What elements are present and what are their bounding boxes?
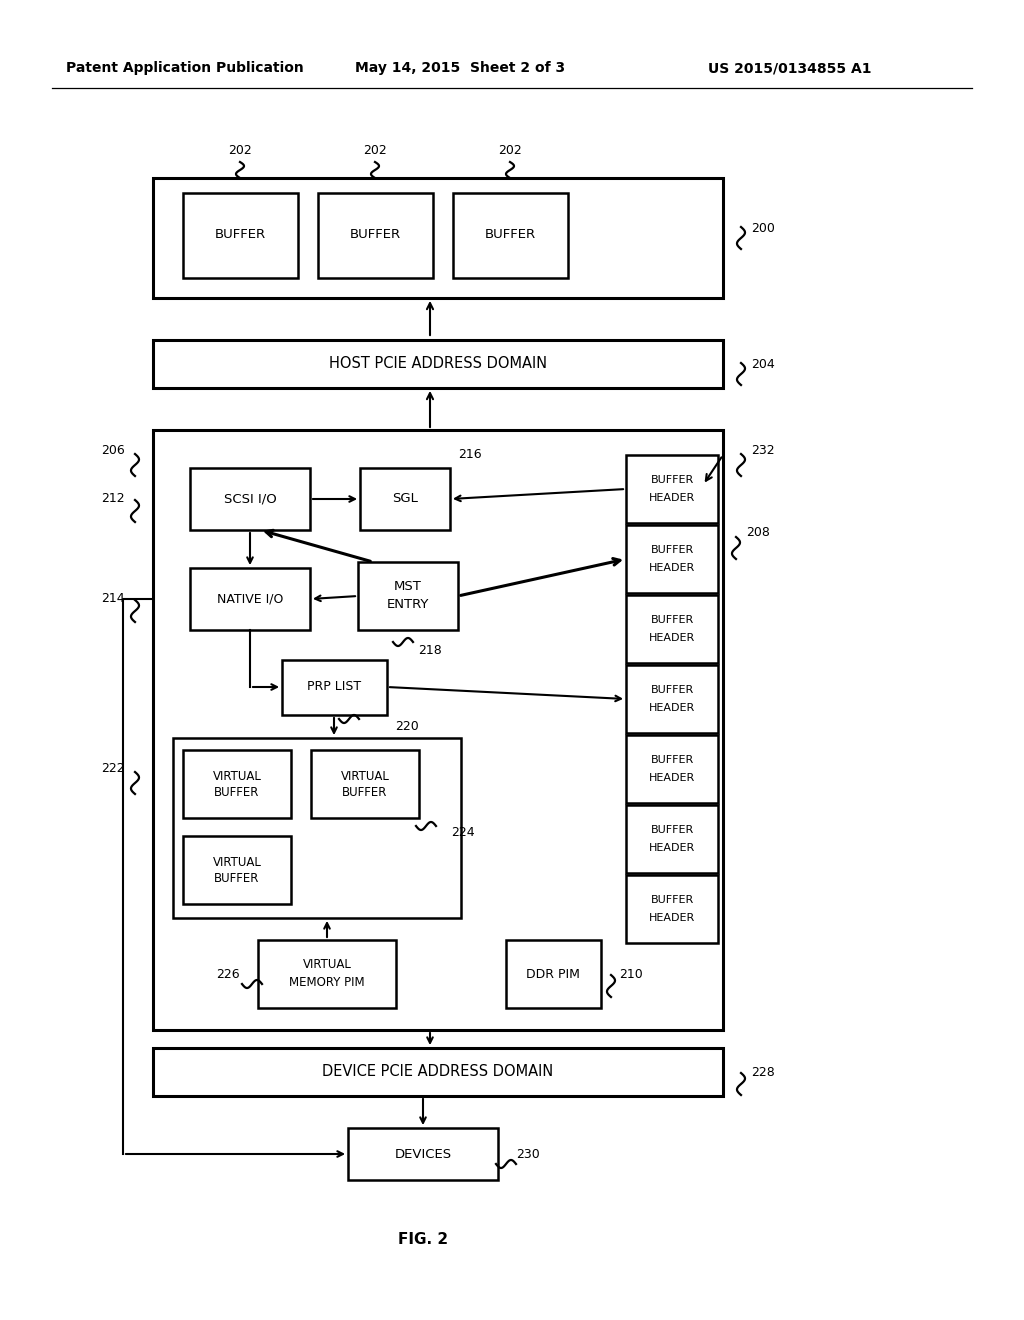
Bar bbox=[258, 940, 396, 1008]
Text: BUFFER: BUFFER bbox=[214, 228, 265, 242]
Bar bbox=[153, 1048, 723, 1096]
Text: BUFFER: BUFFER bbox=[650, 895, 693, 906]
Bar bbox=[190, 568, 310, 630]
Bar bbox=[153, 178, 723, 298]
Text: BUFFER: BUFFER bbox=[650, 755, 693, 766]
Text: HEADER: HEADER bbox=[649, 774, 695, 783]
Text: BUFFER: BUFFER bbox=[650, 685, 693, 696]
Text: May 14, 2015  Sheet 2 of 3: May 14, 2015 Sheet 2 of 3 bbox=[355, 61, 565, 75]
Bar bbox=[626, 455, 718, 523]
Text: DDR PIM: DDR PIM bbox=[526, 968, 580, 981]
Text: 226: 226 bbox=[216, 968, 240, 981]
Text: SGL: SGL bbox=[392, 492, 418, 506]
Text: NATIVE I/O: NATIVE I/O bbox=[217, 593, 284, 606]
Text: VIRTUAL: VIRTUAL bbox=[341, 770, 389, 783]
Bar bbox=[311, 750, 419, 818]
Text: SCSI I/O: SCSI I/O bbox=[223, 492, 276, 506]
Text: ENTRY: ENTRY bbox=[387, 598, 429, 611]
Text: 208: 208 bbox=[746, 527, 770, 540]
Text: BUFFER: BUFFER bbox=[650, 545, 693, 554]
Bar bbox=[626, 805, 718, 873]
Bar bbox=[453, 193, 568, 279]
Text: HEADER: HEADER bbox=[649, 634, 695, 643]
Text: 212: 212 bbox=[101, 492, 125, 506]
Bar bbox=[348, 1129, 498, 1180]
Bar bbox=[626, 875, 718, 942]
Text: PRP LIST: PRP LIST bbox=[307, 681, 361, 693]
Text: 206: 206 bbox=[101, 444, 125, 457]
Text: 218: 218 bbox=[418, 644, 441, 656]
Bar bbox=[183, 836, 291, 904]
Text: HEADER: HEADER bbox=[649, 492, 695, 503]
Text: FIG. 2: FIG. 2 bbox=[398, 1233, 449, 1247]
Text: BUFFER: BUFFER bbox=[342, 787, 388, 800]
Bar bbox=[358, 562, 458, 630]
Bar bbox=[153, 430, 723, 1030]
Text: BUFFER: BUFFER bbox=[650, 825, 693, 836]
Text: BUFFER: BUFFER bbox=[349, 228, 400, 242]
Bar bbox=[626, 525, 718, 593]
Text: 214: 214 bbox=[101, 593, 125, 606]
Bar bbox=[173, 738, 461, 917]
Text: MST: MST bbox=[394, 581, 422, 594]
Text: BUFFER: BUFFER bbox=[484, 228, 536, 242]
Text: VIRTUAL: VIRTUAL bbox=[213, 855, 261, 869]
Text: VIRTUAL: VIRTUAL bbox=[302, 958, 351, 972]
Bar bbox=[626, 735, 718, 803]
Bar bbox=[183, 750, 291, 818]
Text: DEVICE PCIE ADDRESS DOMAIN: DEVICE PCIE ADDRESS DOMAIN bbox=[323, 1064, 554, 1080]
Text: 210: 210 bbox=[618, 968, 643, 981]
Bar bbox=[183, 193, 298, 279]
Bar bbox=[626, 665, 718, 733]
Text: BUFFER: BUFFER bbox=[650, 475, 693, 484]
Text: 202: 202 bbox=[498, 144, 522, 157]
Text: HEADER: HEADER bbox=[649, 913, 695, 923]
Text: Patent Application Publication: Patent Application Publication bbox=[67, 61, 304, 75]
Text: 230: 230 bbox=[516, 1147, 540, 1160]
Text: DEVICES: DEVICES bbox=[394, 1147, 452, 1160]
Text: BUFFER: BUFFER bbox=[650, 615, 693, 624]
Text: 202: 202 bbox=[228, 144, 252, 157]
Text: HEADER: HEADER bbox=[649, 843, 695, 853]
Bar bbox=[282, 660, 387, 715]
Text: BUFFER: BUFFER bbox=[214, 787, 260, 800]
Text: 228: 228 bbox=[751, 1065, 775, 1078]
Text: 216: 216 bbox=[458, 447, 481, 461]
Text: 224: 224 bbox=[451, 826, 475, 840]
Text: VIRTUAL: VIRTUAL bbox=[213, 770, 261, 783]
Text: 204: 204 bbox=[751, 358, 775, 371]
Bar bbox=[360, 469, 450, 531]
Text: 222: 222 bbox=[101, 762, 125, 775]
Bar bbox=[318, 193, 433, 279]
Bar bbox=[190, 469, 310, 531]
Text: 202: 202 bbox=[364, 144, 387, 157]
Text: HEADER: HEADER bbox=[649, 564, 695, 573]
Bar bbox=[626, 595, 718, 663]
Text: 220: 220 bbox=[395, 721, 419, 734]
Text: BUFFER: BUFFER bbox=[214, 873, 260, 886]
Text: 232: 232 bbox=[751, 444, 774, 457]
Bar bbox=[506, 940, 601, 1008]
Text: 200: 200 bbox=[751, 222, 775, 235]
Text: MEMORY PIM: MEMORY PIM bbox=[289, 977, 365, 990]
Text: US 2015/0134855 A1: US 2015/0134855 A1 bbox=[709, 61, 871, 75]
Text: HOST PCIE ADDRESS DOMAIN: HOST PCIE ADDRESS DOMAIN bbox=[329, 356, 547, 371]
Bar bbox=[153, 341, 723, 388]
Text: HEADER: HEADER bbox=[649, 704, 695, 713]
